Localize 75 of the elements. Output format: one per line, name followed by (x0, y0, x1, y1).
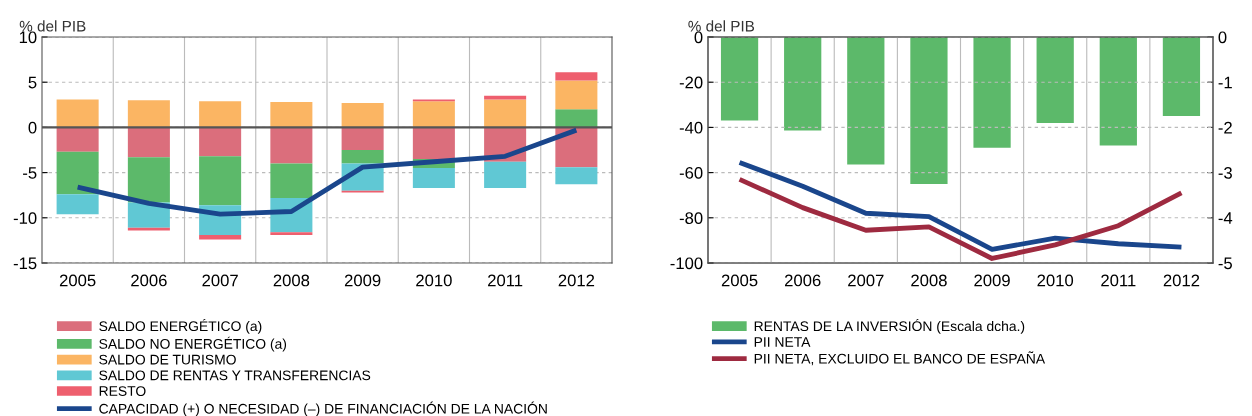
y2-tick-label: 0 (1218, 31, 1227, 44)
bar (341, 127, 384, 150)
bar (127, 100, 170, 128)
y-tick-label: -20 (679, 76, 703, 89)
bar (56, 151, 99, 195)
legend-label: RENTAS DE LA INVERSIÓN (Escala dcha.) (754, 318, 1025, 334)
y-tick-label: -40 (679, 121, 703, 134)
x-tick-label: 2010 (416, 274, 452, 287)
bar (341, 150, 384, 164)
legend-label: CAPACIDAD (+) O NECESIDAD (–) DE FINANCIACIÓN DE LA NACIÓN (99, 401, 547, 416)
x-tick-label: 2006 (131, 274, 167, 287)
bar (56, 194, 99, 215)
bar (56, 99, 99, 128)
y-tick-label: 0 (28, 121, 37, 134)
y-tick-label: 0 (694, 31, 703, 44)
y2-tick-label: -5 (1218, 257, 1232, 270)
y-tick-label: -60 (679, 167, 703, 179)
x-tick-label: 2007 (202, 274, 238, 287)
bar (270, 163, 313, 198)
x-tick-label: 2011 (488, 274, 523, 287)
legend-label: SALDO ENERGÉTICO (a) (99, 318, 262, 334)
y-tick-label: -5 (23, 167, 37, 179)
bar (412, 127, 455, 160)
bar (199, 127, 242, 157)
x-tick-label: 2012 (558, 274, 595, 287)
bar (555, 127, 598, 168)
legend-label: RESTO (99, 386, 146, 396)
x-tick-label: 2010 (1037, 274, 1074, 287)
x-tick-label: 2009 (974, 274, 1010, 287)
line-series (737, 176, 1184, 261)
x-tick-label: 2008 (911, 274, 947, 287)
bar (270, 232, 313, 235)
x-tick-label: 2006 (784, 274, 821, 287)
bar (199, 156, 242, 206)
bar (484, 99, 527, 128)
y2-tick-label: -3 (1218, 167, 1232, 179)
legend-label: PII NETA (754, 337, 811, 347)
y-tick-label: -80 (679, 212, 703, 224)
bar (555, 72, 598, 81)
bar (484, 161, 527, 188)
x-tick-label: 2008 (273, 274, 310, 287)
bar (270, 102, 313, 128)
bar (199, 101, 242, 128)
legend-label: PII NETA, EXCLUIDO EL BANCO DE ESPAÑA (754, 351, 1046, 366)
x-tick-label: 2009 (344, 274, 381, 287)
bar (56, 127, 99, 152)
y-tick-label: 10 (19, 31, 37, 44)
bar (127, 127, 170, 158)
x-tick-label: 2005 (59, 274, 96, 287)
y2-tick-label: -4 (1218, 212, 1233, 224)
bar (412, 101, 455, 128)
bar (270, 127, 313, 164)
y-tick-label: 5 (28, 76, 37, 89)
bar (555, 109, 598, 128)
x-tick-label: 2007 (848, 274, 884, 287)
bar (412, 168, 455, 188)
bar (127, 157, 170, 203)
x-tick-label: 2011 (1101, 274, 1136, 287)
y-tick-label: -15 (13, 257, 37, 270)
bar (555, 80, 598, 110)
line-series (737, 160, 1184, 252)
x-tick-label: 2012 (1163, 274, 1200, 287)
y-axis-title: % del PIB (19, 20, 86, 32)
legend-label: SALDO NO ENERGÉTICO (a) (99, 336, 287, 352)
y2-tick-label: -2 (1218, 121, 1232, 134)
y-tick-label: -10 (13, 212, 37, 224)
y2-tick-label: -1 (1218, 76, 1232, 89)
x-tick-label: 2005 (721, 274, 758, 287)
y-axis-title: % del PIB (688, 20, 755, 32)
line-series (75, 127, 579, 217)
bar (341, 102, 384, 128)
bar (555, 167, 598, 185)
y-tick-label: -100 (670, 257, 703, 270)
legend-label: SALDO DE RENTAS Y TRANSFERENCIAS (99, 370, 371, 381)
legend-label: SALDO DE TURISMO (99, 354, 236, 365)
